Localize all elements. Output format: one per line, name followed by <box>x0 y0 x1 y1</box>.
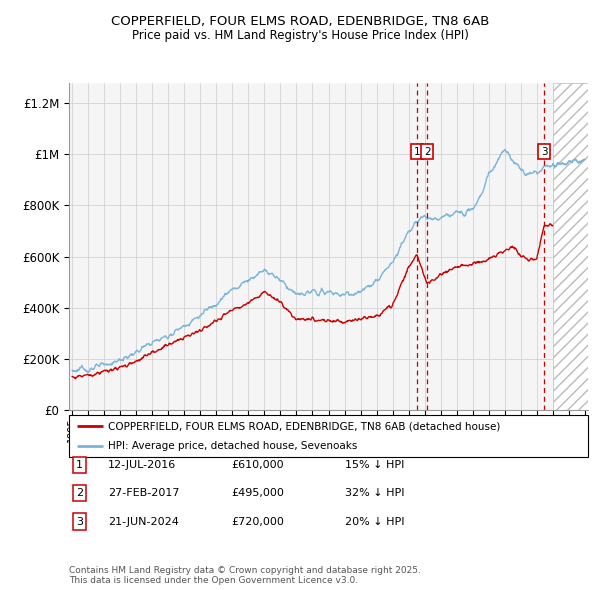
Text: COPPERFIELD, FOUR ELMS ROAD, EDENBRIDGE, TN8 6AB: COPPERFIELD, FOUR ELMS ROAD, EDENBRIDGE,… <box>111 15 489 28</box>
Bar <box>553 83 593 410</box>
Text: 3: 3 <box>541 147 548 157</box>
Text: 2: 2 <box>424 147 430 157</box>
Bar <box>553 83 593 410</box>
Text: 2: 2 <box>76 489 83 498</box>
Text: 12-JUL-2016: 12-JUL-2016 <box>108 460 176 470</box>
Text: 27-FEB-2017: 27-FEB-2017 <box>108 489 179 498</box>
Text: Price paid vs. HM Land Registry's House Price Index (HPI): Price paid vs. HM Land Registry's House … <box>131 30 469 42</box>
Text: 1: 1 <box>414 147 421 157</box>
Text: £720,000: £720,000 <box>231 517 284 526</box>
Text: 3: 3 <box>76 517 83 526</box>
Text: 21-JUN-2024: 21-JUN-2024 <box>108 517 179 526</box>
Text: Contains HM Land Registry data © Crown copyright and database right 2025.
This d: Contains HM Land Registry data © Crown c… <box>69 566 421 585</box>
Text: 1: 1 <box>76 460 83 470</box>
Text: COPPERFIELD, FOUR ELMS ROAD, EDENBRIDGE, TN8 6AB (detached house): COPPERFIELD, FOUR ELMS ROAD, EDENBRIDGE,… <box>108 421 500 431</box>
Text: 32% ↓ HPI: 32% ↓ HPI <box>345 489 404 498</box>
Text: 20% ↓ HPI: 20% ↓ HPI <box>345 517 404 526</box>
Text: HPI: Average price, detached house, Sevenoaks: HPI: Average price, detached house, Seve… <box>108 441 358 451</box>
Text: 15% ↓ HPI: 15% ↓ HPI <box>345 460 404 470</box>
Text: £495,000: £495,000 <box>231 489 284 498</box>
Text: £610,000: £610,000 <box>231 460 284 470</box>
